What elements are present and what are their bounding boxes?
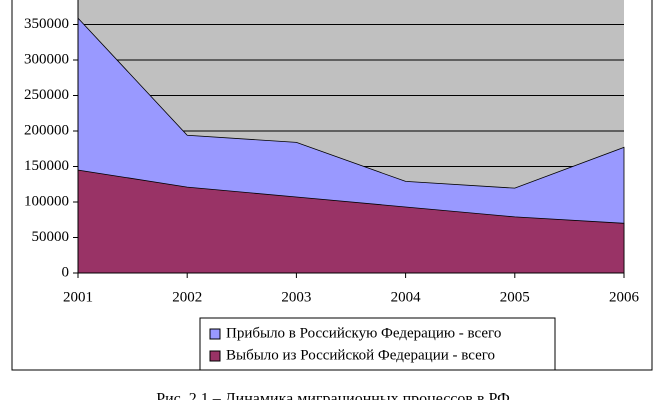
- legend-swatch: [209, 328, 221, 340]
- y-tick-label: 50000: [32, 229, 70, 245]
- x-tick-label: 2002: [172, 289, 202, 305]
- legend: Прибыло в Российскую Федерацию - всего Вы…: [199, 317, 556, 371]
- y-tick-label: 0: [62, 264, 70, 280]
- legend-box: [199, 317, 556, 371]
- x-tick-label: 2005: [500, 289, 530, 305]
- area: [77, 169, 625, 274]
- legend-swatch: [209, 350, 221, 362]
- y-tick-label: 150000: [24, 158, 69, 174]
- y-tick-label: 300000: [24, 51, 69, 67]
- y-tick-label: 100000: [24, 193, 69, 209]
- caption: Рис. 2.1 – Динамика миграционных процесс…: [156, 391, 510, 400]
- legend-label: Выбыло из Российской Федерации - всего: [226, 347, 495, 363]
- y-tick-label: 350000: [24, 16, 69, 32]
- x-tick-label: 2003: [281, 289, 311, 305]
- x-tick-label: 2001: [63, 289, 93, 305]
- legend-label: Прибыло в Российскую Федерацию - всего: [226, 325, 501, 341]
- x-tick-label: 2006: [609, 289, 640, 305]
- y-tick-label: 250000: [24, 87, 69, 103]
- y-tick-label: 200000: [24, 122, 69, 138]
- x-tick-label: 2004: [391, 289, 422, 305]
